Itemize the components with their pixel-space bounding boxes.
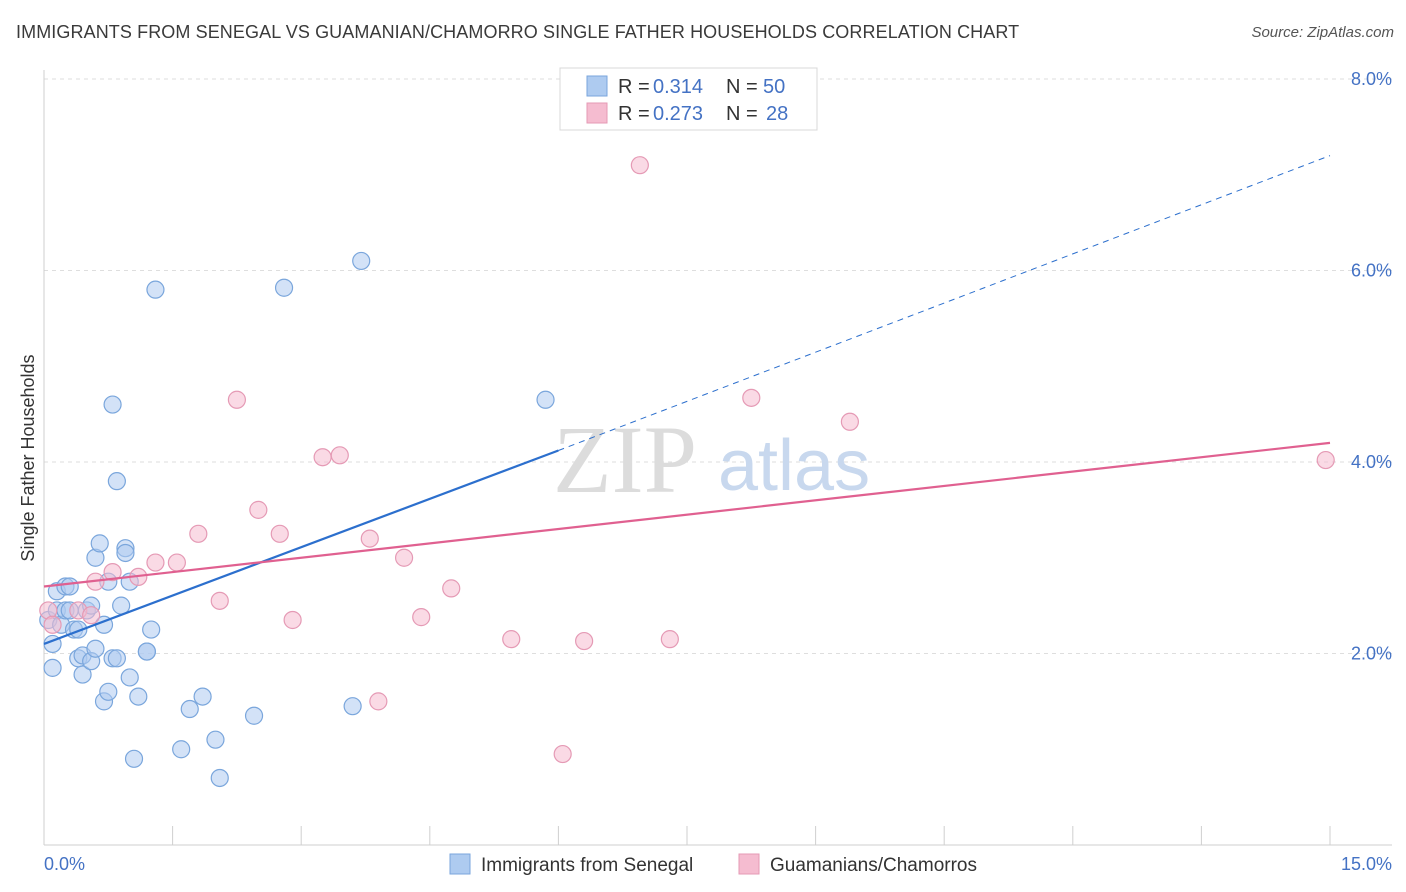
y-tick-label: 8.0% bbox=[1351, 69, 1392, 89]
point-guamanian bbox=[167, 553, 186, 572]
point-guamanian bbox=[553, 744, 572, 764]
point-guamanian bbox=[840, 412, 859, 431]
legend-r-value: 0.314 bbox=[653, 76, 703, 98]
legend-swatch-guamanian bbox=[586, 102, 608, 124]
y-axis-title: Single Father Households bbox=[18, 354, 38, 561]
point-guamanian bbox=[270, 524, 289, 543]
watermark-atlas: atlas bbox=[718, 426, 870, 506]
point-senegal bbox=[274, 278, 294, 297]
y-tick-label: 2.0% bbox=[1351, 644, 1392, 664]
point-guamanian bbox=[283, 610, 302, 630]
point-senegal bbox=[193, 687, 212, 706]
legend-label-guamanian: Guamanians/Chamorros bbox=[770, 855, 977, 876]
point-guamanian bbox=[575, 631, 594, 651]
point-guamanian bbox=[369, 692, 388, 711]
point-senegal bbox=[99, 682, 118, 701]
point-guamanian bbox=[313, 448, 332, 467]
point-senegal bbox=[206, 730, 225, 749]
legend-n-value: 28 bbox=[766, 103, 788, 125]
point-senegal bbox=[146, 280, 165, 299]
point-guamanian bbox=[1316, 450, 1335, 470]
y-tick-label: 4.0% bbox=[1351, 452, 1392, 472]
x-tick-label-min: 0.0% bbox=[44, 854, 85, 874]
point-senegal bbox=[73, 665, 92, 684]
point-senegal bbox=[107, 472, 126, 491]
point-guamanian bbox=[82, 606, 101, 625]
point-senegal bbox=[343, 697, 362, 716]
point-guamanian bbox=[442, 579, 461, 598]
point-guamanian bbox=[227, 390, 246, 409]
correlation-legend: R = 0.314 N = 50 R = 0.273 N = 28 bbox=[559, 67, 818, 131]
point-guamanian bbox=[412, 608, 431, 627]
chart-title: IMMIGRANTS FROM SENEGAL VS GUAMANIAN/CHA… bbox=[16, 22, 1020, 42]
legend-label-senegal: Immigrants from Senegal bbox=[481, 855, 693, 876]
series-legend: Immigrants from Senegal Guamanians/Chamo… bbox=[449, 853, 977, 876]
legend-n-value: 50 bbox=[763, 76, 785, 98]
point-guamanian bbox=[43, 615, 62, 634]
legend-r-label: R = bbox=[618, 103, 650, 125]
x-ticks bbox=[43, 826, 1331, 845]
x-tick-label-max: 15.0% bbox=[1341, 854, 1392, 874]
point-guamanian bbox=[249, 500, 268, 519]
point-guamanian bbox=[742, 388, 761, 407]
legend-n-label: N = bbox=[726, 76, 758, 98]
point-senegal bbox=[120, 668, 139, 687]
point-senegal bbox=[536, 390, 555, 409]
point-senegal bbox=[129, 687, 148, 706]
y-tick-labels: 2.0% 4.0% 6.0% 8.0% bbox=[1351, 69, 1392, 664]
y-tick-label: 6.0% bbox=[1351, 261, 1392, 281]
point-senegal bbox=[103, 395, 122, 414]
point-guamanian bbox=[330, 446, 349, 465]
point-guamanian bbox=[502, 630, 521, 649]
point-senegal bbox=[142, 620, 161, 639]
point-senegal bbox=[107, 649, 126, 668]
legend-swatch-senegal bbox=[449, 853, 471, 875]
point-senegal bbox=[172, 740, 191, 759]
trend-line-senegal bbox=[43, 449, 559, 645]
legend-swatch-senegal bbox=[586, 75, 608, 97]
point-guamanian bbox=[360, 529, 379, 548]
source-credit: Source: ZipAtlas.com bbox=[1251, 24, 1394, 41]
point-senegal bbox=[244, 706, 264, 725]
point-senegal bbox=[180, 699, 199, 719]
point-guamanian bbox=[189, 524, 208, 543]
point-guamanian bbox=[103, 563, 122, 582]
point-guamanian bbox=[394, 548, 414, 567]
trend-lines bbox=[43, 155, 1331, 645]
legend-n-label: N = bbox=[726, 103, 758, 125]
point-guamanian bbox=[630, 156, 649, 175]
point-guamanian bbox=[660, 630, 679, 649]
point-senegal bbox=[86, 639, 105, 658]
data-points bbox=[39, 156, 1335, 788]
point-senegal bbox=[90, 534, 109, 553]
point-guamanian bbox=[146, 553, 165, 572]
legend-r-value: 0.273 bbox=[653, 103, 703, 125]
legend-swatch-guamanian bbox=[738, 853, 760, 875]
point-senegal bbox=[43, 658, 62, 677]
point-senegal bbox=[60, 577, 79, 596]
trend-line-senegal-extension bbox=[558, 155, 1331, 451]
point-senegal bbox=[210, 768, 229, 788]
point-guamanian bbox=[210, 591, 229, 610]
trend-line-guamanian bbox=[43, 441, 1331, 588]
legend-r-label: R = bbox=[618, 76, 650, 98]
point-senegal bbox=[352, 251, 371, 271]
point-senegal bbox=[124, 749, 144, 768]
point-senegal bbox=[116, 543, 135, 563]
watermark-zip: ZIP bbox=[553, 406, 697, 513]
point-senegal bbox=[137, 642, 156, 661]
point-senegal bbox=[69, 620, 88, 639]
